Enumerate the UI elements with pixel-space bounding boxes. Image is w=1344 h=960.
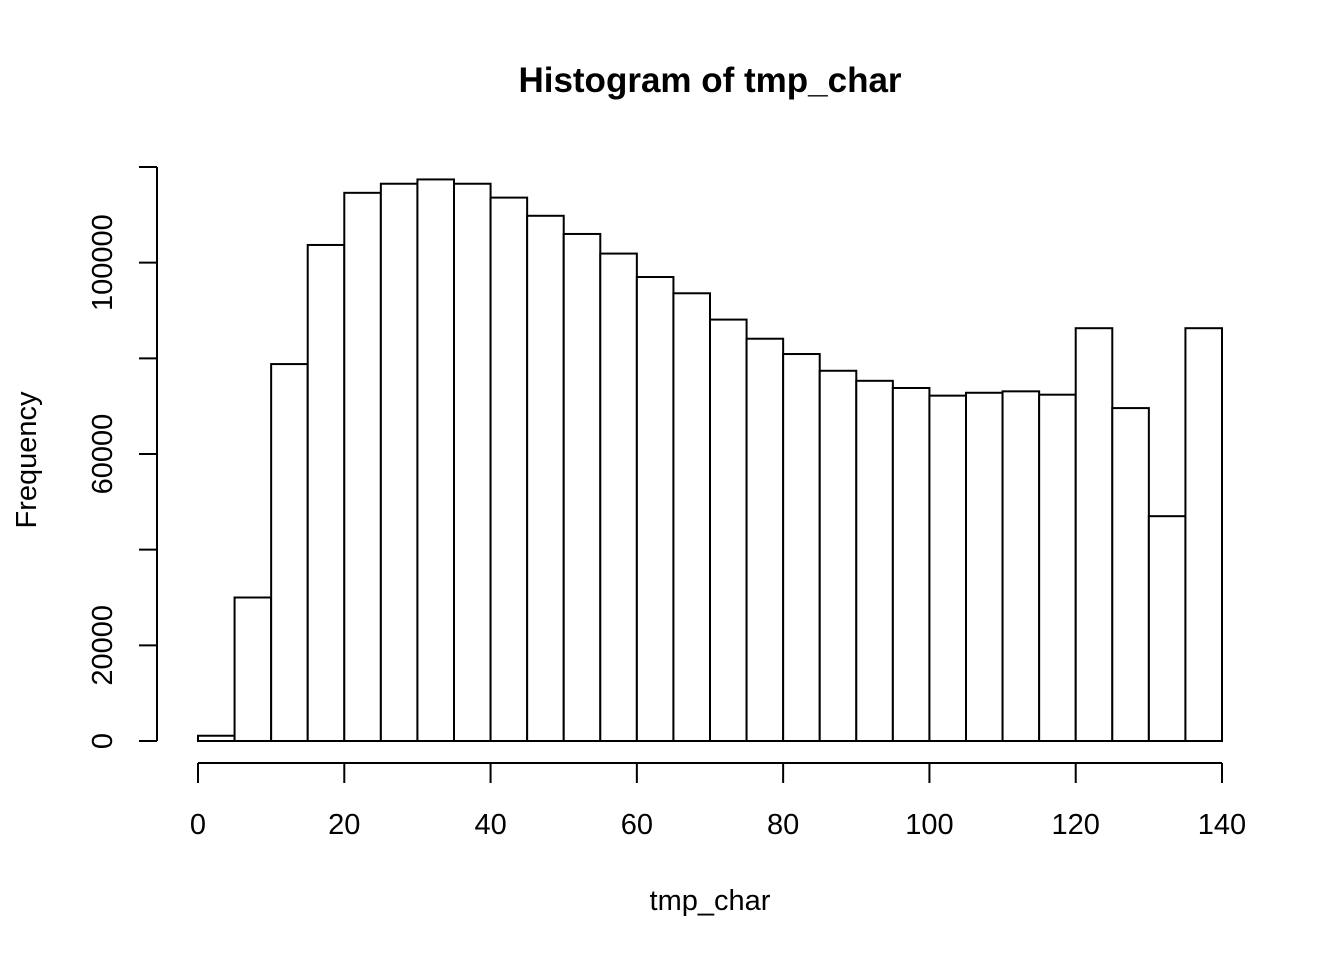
histogram-bar-6 [416, 178, 455, 743]
histogram-bar-9 [526, 214, 565, 743]
histogram-bar-1 [233, 596, 273, 742]
histogram-bar-18 [855, 379, 894, 742]
histogram-bar-13 [672, 292, 712, 742]
histogram-bar-17 [818, 369, 858, 742]
y-tick-label-0: 0 [87, 733, 119, 749]
chart-title: Histogram of tmp_char [518, 61, 901, 100]
histogram-bar-11 [599, 252, 638, 742]
histogram-bar-0 [197, 734, 236, 743]
histogram-bar-24 [1074, 327, 1114, 742]
y-tick-label-1: 20000 [87, 605, 119, 686]
y-tick-label-3: 60000 [87, 414, 119, 495]
histogram-bar-21 [965, 391, 1004, 742]
y-tick-label-5: 100000 [87, 214, 119, 311]
histogram-bar-27 [1184, 327, 1224, 742]
histogram-bar-4 [343, 191, 382, 742]
histogram-bar-16 [782, 353, 821, 742]
histogram-bar-22 [1001, 390, 1041, 742]
y-axis: 0 20000 60000 100000 [87, 166, 158, 749]
x-tick-label-7: 140 [1198, 809, 1246, 841]
histogram-bar-15 [745, 337, 785, 742]
histogram-bar-19 [891, 386, 931, 742]
histogram-bar-14 [709, 318, 748, 742]
histogram-bar-26 [1147, 515, 1187, 743]
histogram-bar-8 [489, 196, 529, 742]
histogram-bar-3 [306, 243, 346, 743]
histogram-bar-23 [1038, 393, 1077, 742]
histogram-bar-2 [270, 363, 309, 742]
x-tick-label-5: 100 [905, 809, 953, 841]
x-tick-label-2: 40 [474, 809, 506, 841]
x-tick-label-4: 80 [767, 809, 799, 841]
x-axis-label: tmp_char [650, 885, 771, 917]
x-tick-label-0: 0 [190, 809, 206, 841]
y-axis-label: Frequency [11, 391, 43, 529]
x-tick-label-1: 20 [328, 809, 360, 841]
histogram-bar-12 [635, 276, 675, 742]
x-axis: 0 20 40 60 80 100 120 140 [190, 762, 1246, 841]
histogram-bar-10 [562, 232, 602, 742]
histogram-bar-7 [453, 182, 492, 743]
x-tick-label-6: 120 [1052, 809, 1100, 841]
histogram-bar-25 [1111, 407, 1150, 742]
x-tick-label-3: 60 [621, 809, 653, 841]
histogram-bar-5 [379, 182, 419, 743]
histogram-bar-20 [928, 394, 968, 742]
bars-group [197, 178, 1224, 743]
